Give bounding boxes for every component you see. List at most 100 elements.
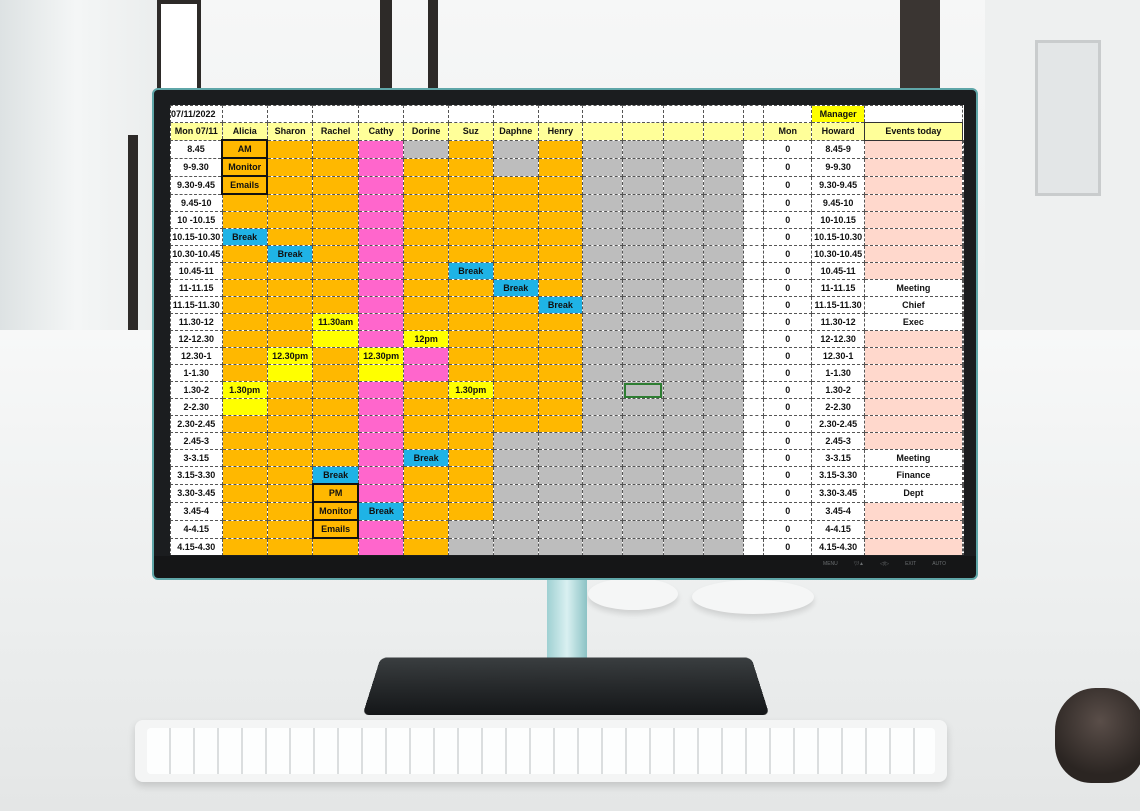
schedule-cell-dorine[interactable] xyxy=(403,262,449,280)
schedule-cell-alicia[interactable]: Emails xyxy=(221,175,269,195)
empty-staff-cell[interactable] xyxy=(702,279,745,297)
schedule-cell-dorine[interactable] xyxy=(403,483,449,503)
schedule-cell-sharon[interactable] xyxy=(266,228,314,246)
schedule-cell-cathy[interactable] xyxy=(357,262,405,280)
schedule-cell-rachel[interactable] xyxy=(312,415,359,433)
slot-label-cell[interactable]: 2.45-3 xyxy=(811,432,865,450)
slot-label-cell[interactable]: 10.30-10.45 xyxy=(811,245,865,263)
spacer-cell[interactable] xyxy=(743,262,765,280)
zero-count-cell[interactable]: 0 xyxy=(763,313,813,331)
howard-cell[interactable] xyxy=(863,415,964,433)
schedule-cell-rachel[interactable] xyxy=(312,449,359,467)
cell[interactable] xyxy=(702,105,745,123)
spacer-cell[interactable] xyxy=(743,330,765,348)
schedule-cell-alicia[interactable]: Monitor xyxy=(221,157,269,177)
schedule-cell-henry[interactable] xyxy=(537,364,583,382)
empty-staff-cell[interactable] xyxy=(581,245,624,263)
schedule-cell-cathy[interactable] xyxy=(357,157,405,177)
schedule-cell-alicia[interactable] xyxy=(221,466,268,485)
schedule-cell-henry[interactable] xyxy=(537,398,583,416)
empty-staff-cell[interactable] xyxy=(622,449,664,467)
empty-staff-cell[interactable] xyxy=(581,501,624,521)
empty-staff-cell[interactable] xyxy=(702,296,745,314)
events-header[interactable]: Events today xyxy=(863,122,964,141)
schedule-cell-henry[interactable] xyxy=(537,347,583,365)
schedule-cell-daphne[interactable] xyxy=(492,364,539,382)
schedule-cell-daphne[interactable] xyxy=(492,175,539,195)
schedule-cell-rachel[interactable]: Emails xyxy=(311,519,360,539)
empty-staff-cell[interactable] xyxy=(702,139,745,159)
schedule-cell-alicia[interactable] xyxy=(221,262,268,280)
empty-staff-cell[interactable] xyxy=(581,313,624,331)
spacer-cell[interactable] xyxy=(743,296,765,314)
schedule-cell-daphne[interactable] xyxy=(492,139,539,159)
howard-cell[interactable] xyxy=(863,139,964,159)
howard-cell[interactable] xyxy=(863,330,964,348)
schedule-cell-henry[interactable] xyxy=(537,519,583,539)
slot-label-cell[interactable]: 1.30-2 xyxy=(811,381,865,399)
spacer-cell[interactable] xyxy=(743,519,765,539)
time-slot-label[interactable]: 9-9.30 xyxy=(170,157,223,177)
schedule-cell-sharon[interactable] xyxy=(266,175,314,195)
schedule-cell-cathy[interactable] xyxy=(357,279,405,297)
schedule-cell-alicia[interactable]: 1.30pm xyxy=(221,381,268,399)
slot-label-cell[interactable]: 11-11.15 xyxy=(811,279,865,297)
schedule-cell-alicia[interactable]: AM xyxy=(221,139,269,159)
empty-staff-cell[interactable] xyxy=(662,537,705,555)
cell[interactable] xyxy=(662,105,705,123)
schedule-cell-alicia[interactable] xyxy=(221,193,268,212)
empty-staff-cell[interactable] xyxy=(581,519,624,539)
empty-staff-cell[interactable] xyxy=(662,157,705,177)
empty-staff-cell[interactable] xyxy=(622,483,664,503)
events-today-cell[interactable] xyxy=(962,228,964,246)
time-slot-label[interactable]: 9.45-10 xyxy=(170,193,223,212)
empty-staff-cell[interactable] xyxy=(622,398,664,416)
staff-header-rachel[interactable]: Rachel xyxy=(312,122,359,141)
schedule-cell-daphne[interactable] xyxy=(492,313,539,331)
schedule-cell-cathy[interactable] xyxy=(357,537,405,555)
spacer-cell[interactable] xyxy=(743,364,765,382)
schedule-cell-dorine[interactable] xyxy=(403,228,449,246)
empty-staff-cell[interactable] xyxy=(622,330,664,348)
empty-staff-cell[interactable] xyxy=(581,483,624,503)
howard-cell[interactable] xyxy=(863,501,964,521)
slot-label-cell[interactable]: 1-1.30 xyxy=(811,364,865,382)
empty-staff-cell[interactable] xyxy=(662,432,705,450)
schedule-cell-alicia[interactable] xyxy=(221,211,268,229)
schedule-cell-henry[interactable] xyxy=(537,279,583,297)
schedule-cell-suz[interactable] xyxy=(447,330,494,348)
empty-staff-cell[interactable] xyxy=(622,313,664,331)
spacer-cell[interactable] xyxy=(743,175,765,195)
empty-staff-cell[interactable] xyxy=(622,139,664,159)
empty-staff-cell[interactable] xyxy=(662,296,705,314)
empty-staff-cell[interactable] xyxy=(702,483,745,503)
schedule-cell-cathy[interactable] xyxy=(357,175,405,195)
events-today-cell[interactable] xyxy=(962,279,964,297)
spacer-cell[interactable] xyxy=(743,139,765,159)
empty-staff-cell[interactable] xyxy=(662,228,705,246)
empty-staff-cell[interactable] xyxy=(662,398,705,416)
empty-staff-cell[interactable] xyxy=(662,347,705,365)
schedule-cell-suz[interactable] xyxy=(447,449,494,467)
schedule-cell-daphne[interactable] xyxy=(492,330,539,348)
time-slot-label[interactable]: 3.45-4 xyxy=(170,501,223,521)
cell[interactable] xyxy=(403,105,449,123)
date-cell[interactable]: 07/11/2022 xyxy=(170,105,223,123)
schedule-cell-rachel[interactable]: Break xyxy=(312,466,359,485)
schedule-cell-rachel[interactable] xyxy=(312,262,359,280)
empty-staff-cell[interactable] xyxy=(702,537,745,555)
schedule-cell-cathy[interactable] xyxy=(357,519,405,539)
empty-staff-cell[interactable] xyxy=(702,415,745,433)
schedule-cell-sharon[interactable] xyxy=(266,262,314,280)
empty-staff-cell[interactable] xyxy=(581,157,624,177)
schedule-cell-henry[interactable] xyxy=(537,501,583,521)
schedule-cell-suz[interactable] xyxy=(447,537,494,555)
schedule-cell-alicia[interactable] xyxy=(221,364,268,382)
empty-staff-cell[interactable] xyxy=(581,398,624,416)
schedule-cell-suz[interactable] xyxy=(447,157,494,177)
schedule-cell-henry[interactable] xyxy=(537,228,583,246)
cell[interactable] xyxy=(537,105,583,123)
schedule-cell-alicia[interactable] xyxy=(221,501,268,521)
empty-staff-cell[interactable] xyxy=(662,501,705,521)
schedule-cell-rachel[interactable] xyxy=(312,381,359,399)
